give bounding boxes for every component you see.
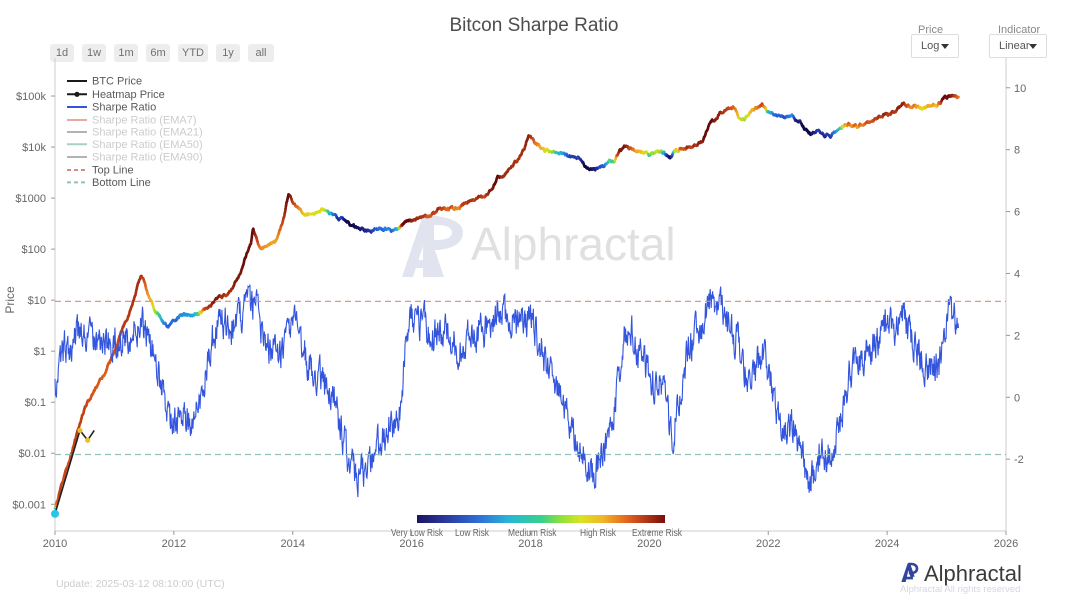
svg-text:Sharpe Ratio (EMA7): Sharpe Ratio (EMA7) (92, 115, 197, 127)
svg-text:Sharpe Ratio (EMA90): Sharpe Ratio (EMA90) (92, 152, 203, 164)
svg-text:Price: Price (3, 286, 17, 314)
svg-text:8: 8 (1014, 145, 1020, 157)
svg-text:2: 2 (1014, 330, 1020, 342)
svg-text:$0.1: $0.1 (25, 397, 46, 409)
svg-text:Alphractal: Alphractal (924, 561, 1022, 586)
svg-text:10: 10 (1014, 83, 1026, 95)
svg-text:$100: $100 (22, 244, 46, 256)
svg-text:$10: $10 (28, 295, 46, 307)
svg-text:6: 6 (1014, 207, 1020, 219)
svg-text:2010: 2010 (43, 538, 67, 550)
svg-text:BTC Price: BTC Price (92, 76, 142, 88)
svg-text:2012: 2012 (162, 538, 186, 550)
svg-text:-2: -2 (1014, 454, 1024, 466)
svg-text:4: 4 (1014, 268, 1020, 280)
svg-text:$0.01: $0.01 (18, 448, 46, 460)
svg-text:Bottom Line: Bottom Line (92, 177, 151, 189)
svg-text:2022: 2022 (756, 538, 780, 550)
svg-text:Top Line: Top Line (92, 165, 134, 177)
svg-text:$10k: $10k (22, 142, 46, 154)
svg-text:2026: 2026 (994, 538, 1018, 550)
svg-text:Heatmap Price: Heatmap Price (92, 89, 165, 101)
svg-text:Sharpe Ratio: Sharpe Ratio (92, 102, 156, 114)
svg-text:Alphractal All rights reserved: Alphractal All rights reserved (900, 584, 1020, 595)
svg-text:0: 0 (1014, 392, 1020, 404)
svg-text:$100k: $100k (16, 91, 46, 103)
svg-text:Very Low Risk: Very Low Risk (391, 528, 444, 539)
svg-text:Sharpe Ratio (EMA21): Sharpe Ratio (EMA21) (92, 127, 203, 139)
svg-text:Sharpe Ratio (EMA50): Sharpe Ratio (EMA50) (92, 139, 203, 151)
svg-text:Extreme Risk: Extreme Risk (632, 528, 683, 539)
svg-text:2016: 2016 (399, 538, 423, 550)
svg-text:Update: 2025-03-12 08:10:00 (U: Update: 2025-03-12 08:10:00 (UTC) (56, 578, 225, 590)
svg-text:2014: 2014 (281, 538, 305, 550)
svg-text:$1000: $1000 (15, 193, 46, 205)
svg-text:2024: 2024 (875, 538, 899, 550)
svg-text:High Risk: High Risk (580, 528, 617, 539)
svg-text:Alphractal: Alphractal (471, 218, 676, 270)
svg-text:Medium Risk: Medium Risk (508, 528, 557, 539)
svg-text:2020: 2020 (637, 538, 661, 550)
svg-text:$1: $1 (34, 346, 46, 358)
svg-text:$0.001: $0.001 (12, 499, 46, 511)
svg-text:Low Risk: Low Risk (455, 528, 490, 539)
svg-text:2018: 2018 (518, 538, 542, 550)
